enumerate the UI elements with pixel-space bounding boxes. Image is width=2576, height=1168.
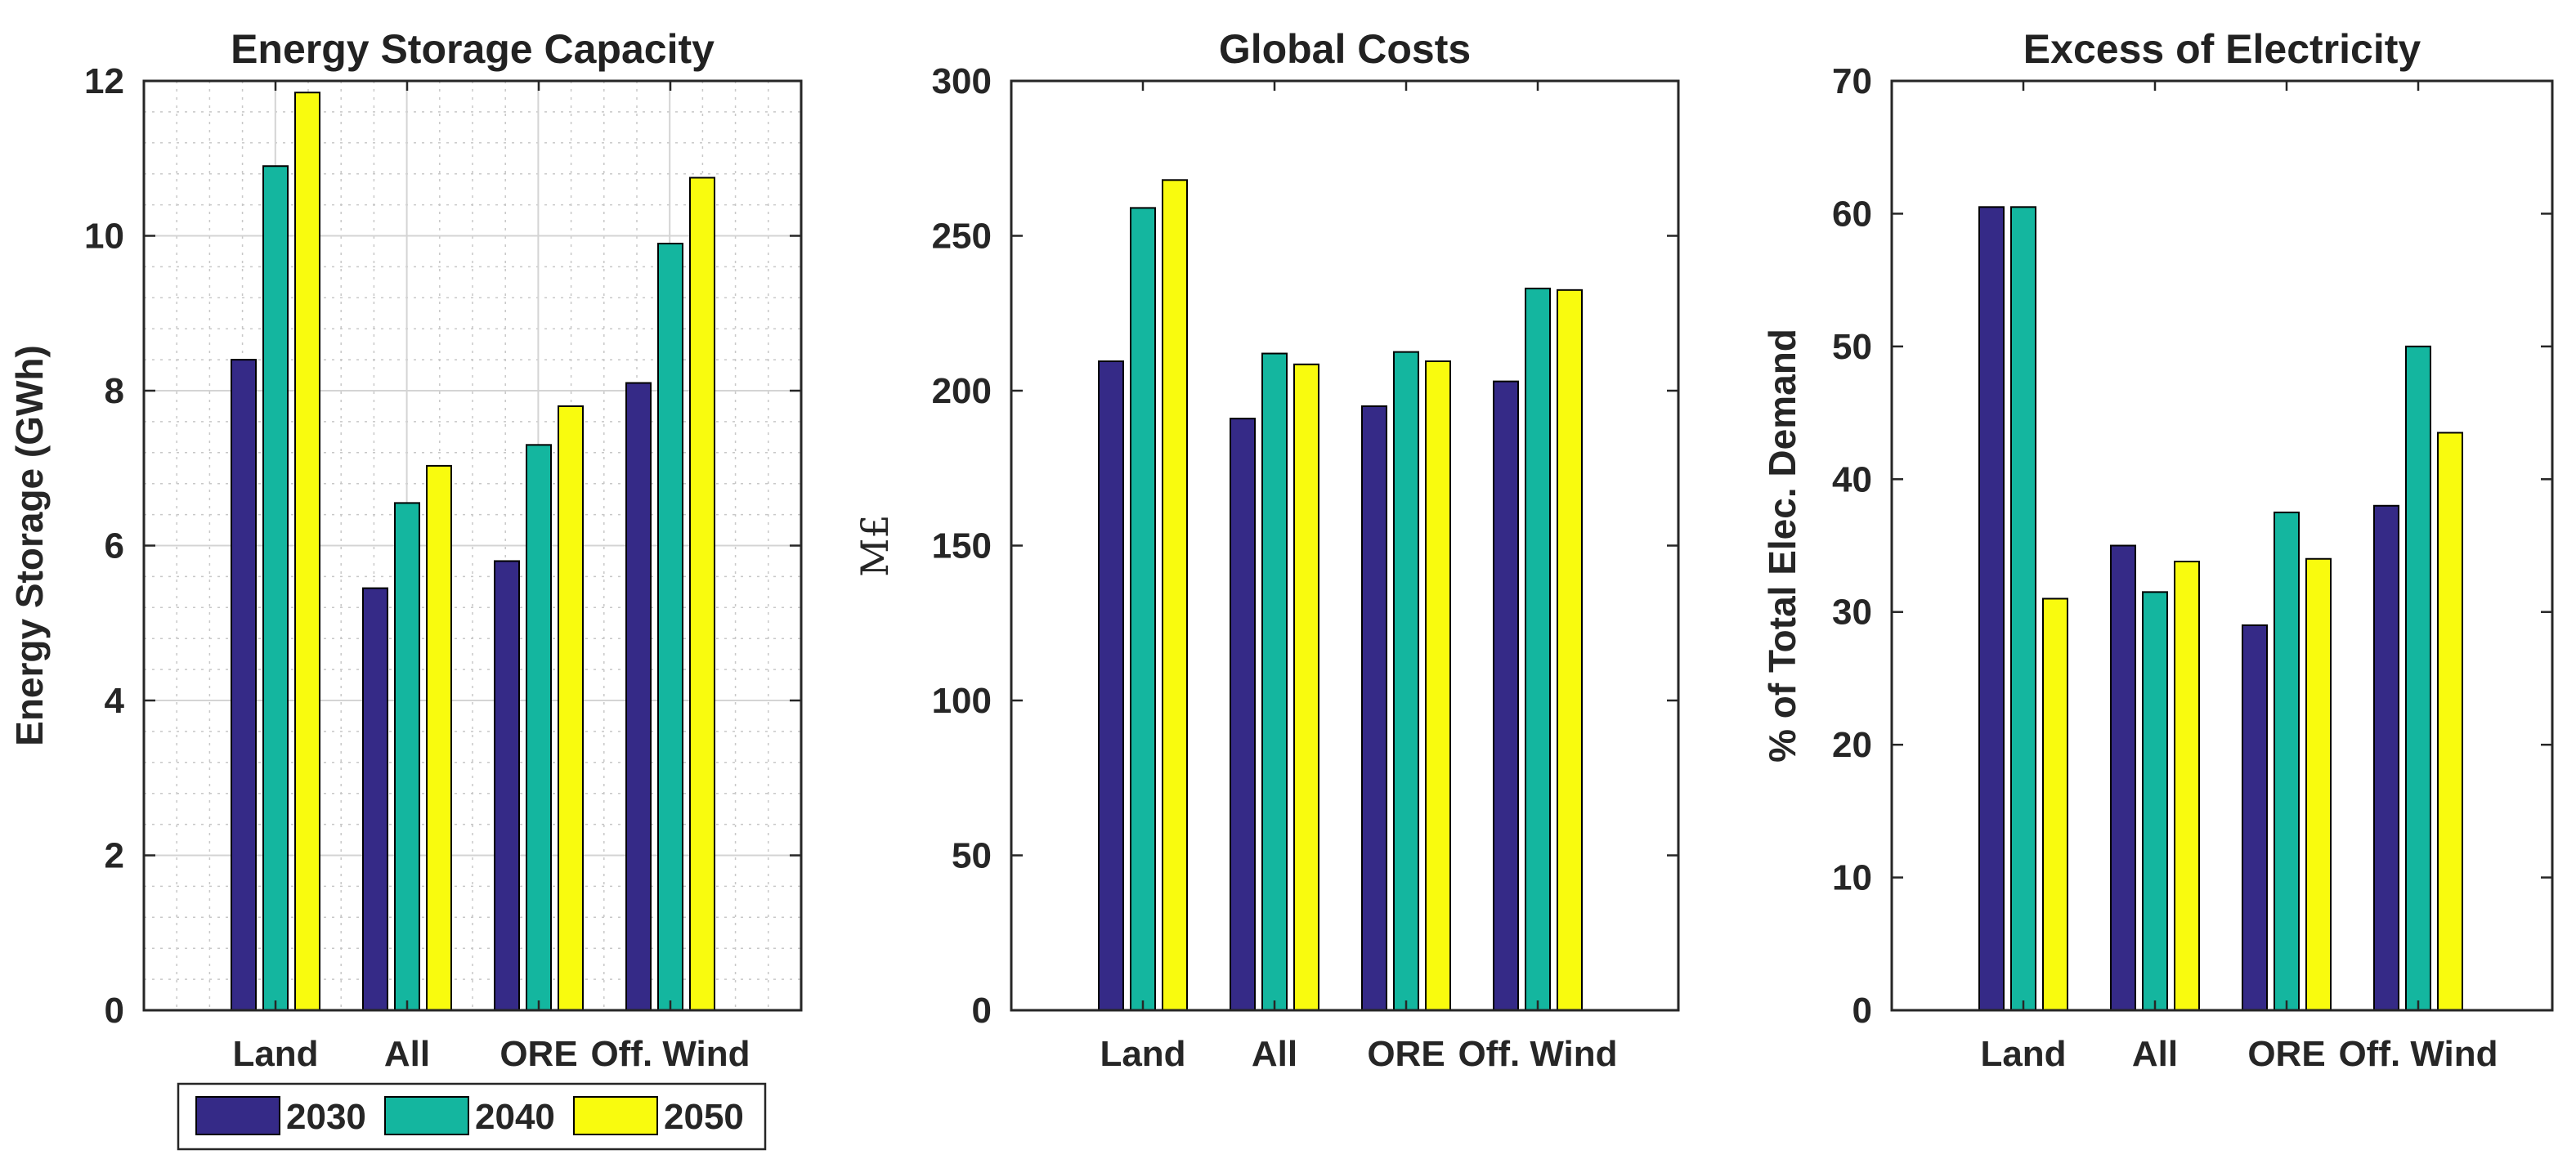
chart-panel-3: Land All ORE Off. Wind 0 10 20 30 40 50 60 70 Excess… bbox=[1761, 26, 2554, 1074]
legend-label-2040: 2040 bbox=[475, 1097, 555, 1137]
x-tick-label: Off. Wind bbox=[590, 1034, 750, 1074]
axes-frame bbox=[1890, 79, 2554, 1012]
bar-2050-off-wind bbox=[1557, 289, 1583, 1011]
x-tick-label: ORE bbox=[2247, 1034, 2325, 1074]
bar-2040-ore bbox=[526, 444, 552, 1011]
y-axis-label: M£ bbox=[853, 514, 897, 576]
bar-2040-land bbox=[262, 165, 289, 1012]
legend: 2030 2040 2050 bbox=[177, 1082, 767, 1151]
bar-2030-off-wind bbox=[625, 382, 652, 1011]
axes-frame bbox=[142, 79, 803, 1012]
chart-title: Global Costs bbox=[1219, 26, 1471, 72]
y-tick-label: 150 bbox=[932, 526, 992, 566]
bar-2040-land bbox=[2010, 206, 2036, 1012]
bar-2040-off-wind bbox=[2405, 345, 2431, 1012]
bar-2040-ore bbox=[2274, 511, 2300, 1011]
bar-2030-off-wind bbox=[2373, 504, 2399, 1011]
bar-2030-ore bbox=[1361, 405, 1387, 1011]
x-tick-label: ORE bbox=[1367, 1034, 1445, 1074]
y-tick-label: 250 bbox=[932, 217, 992, 257]
bar-2050-land bbox=[1162, 179, 1188, 1011]
y-tick-label: 300 bbox=[932, 61, 992, 101]
legend-label-2030: 2030 bbox=[286, 1097, 366, 1137]
axes-frame bbox=[1010, 79, 1680, 1012]
bar-2050-land bbox=[294, 92, 320, 1011]
bar-2030-ore bbox=[2242, 624, 2268, 1011]
y-tick-label: 0 bbox=[1852, 991, 1872, 1031]
chart-title: Energy Storage Capacity bbox=[231, 26, 715, 72]
y-tick-label: 20 bbox=[1832, 725, 1872, 765]
x-tick-label: Land bbox=[1100, 1034, 1185, 1074]
y-tick-label: 10 bbox=[84, 217, 124, 257]
bar-2030-all bbox=[2110, 544, 2136, 1011]
bar-2050-ore bbox=[2305, 557, 2332, 1011]
chart-panel-2: Land All ORE Off. Wind 0 50 100 150 200 250 300 Glo… bbox=[853, 26, 1680, 1074]
y-tick-label: 6 bbox=[105, 526, 124, 566]
x-tick-label: All bbox=[2132, 1034, 2178, 1074]
y-tick-label: 12 bbox=[84, 61, 124, 101]
legend-swatch-2030 bbox=[195, 1096, 280, 1135]
legend-label-2050: 2050 bbox=[664, 1097, 744, 1137]
legend-swatch-2040 bbox=[384, 1096, 469, 1135]
bar-2030-land bbox=[1098, 360, 1124, 1011]
y-tick-label: 50 bbox=[952, 836, 992, 876]
bar-2040-all bbox=[2142, 591, 2168, 1011]
bar-2050-all bbox=[1293, 363, 1319, 1012]
y-tick-label: 8 bbox=[105, 371, 124, 411]
bar-2050-ore bbox=[1425, 360, 1451, 1011]
bar-2050-land bbox=[2042, 597, 2068, 1011]
bar-2050-off-wind bbox=[689, 177, 715, 1011]
y-axis-label: % of Total Elec. Demand bbox=[1761, 329, 1803, 763]
x-tick-label: Off. Wind bbox=[2338, 1034, 2498, 1074]
y-tick-label: 2 bbox=[105, 836, 124, 876]
bar-2050-ore bbox=[558, 405, 584, 1011]
y-tick-label: 60 bbox=[1832, 194, 1872, 234]
x-tick-label: Off. Wind bbox=[1458, 1034, 1617, 1074]
y-tick-label: 10 bbox=[1832, 858, 1872, 898]
bar-2040-ore bbox=[1393, 351, 1419, 1011]
legend-box bbox=[177, 1082, 767, 1151]
y-tick-label: 200 bbox=[932, 371, 992, 411]
bar-2030-all bbox=[1230, 418, 1256, 1011]
bar-2050-all bbox=[2174, 560, 2200, 1011]
y-tick-label: 70 bbox=[1832, 61, 1872, 101]
y-tick-label: 4 bbox=[105, 681, 125, 721]
bar-2040-off-wind bbox=[657, 242, 683, 1012]
bar-2050-all bbox=[426, 464, 452, 1011]
legend-swatch-2050 bbox=[573, 1096, 658, 1135]
y-tick-label: 0 bbox=[105, 991, 124, 1031]
x-tick-label: All bbox=[384, 1034, 430, 1074]
bar-2030-off-wind bbox=[1493, 380, 1519, 1011]
x-tick-label: All bbox=[1252, 1034, 1297, 1074]
bar-2050-off-wind bbox=[2437, 432, 2463, 1011]
y-axis-label: Energy Storage (GWh) bbox=[8, 345, 51, 746]
bar-2030-ore bbox=[494, 560, 520, 1011]
x-tick-label: Land bbox=[1980, 1034, 2066, 1074]
bar-2040-all bbox=[394, 502, 420, 1011]
x-tick-label: ORE bbox=[500, 1034, 577, 1074]
y-tick-label: 30 bbox=[1832, 593, 1872, 633]
y-tick-label: 0 bbox=[972, 991, 992, 1031]
x-tick-label: Land bbox=[232, 1034, 318, 1074]
chart-title: Excess of Electricity bbox=[2023, 26, 2421, 72]
bar-2040-off-wind bbox=[1525, 287, 1551, 1011]
bar-2040-land bbox=[1130, 207, 1156, 1011]
bar-2030-land bbox=[1978, 206, 2005, 1012]
chart-panel-1: Land All ORE Off. Wind 0 2 4 6 8 10 12 Energy Stora… bbox=[8, 26, 803, 1151]
y-tick-label: 100 bbox=[932, 681, 992, 721]
bar-2030-land bbox=[231, 359, 257, 1012]
y-tick-label: 50 bbox=[1832, 327, 1872, 367]
y-tick-label: 40 bbox=[1832, 459, 1872, 499]
bar-2030-all bbox=[362, 587, 388, 1011]
bar-2040-all bbox=[1261, 352, 1288, 1011]
